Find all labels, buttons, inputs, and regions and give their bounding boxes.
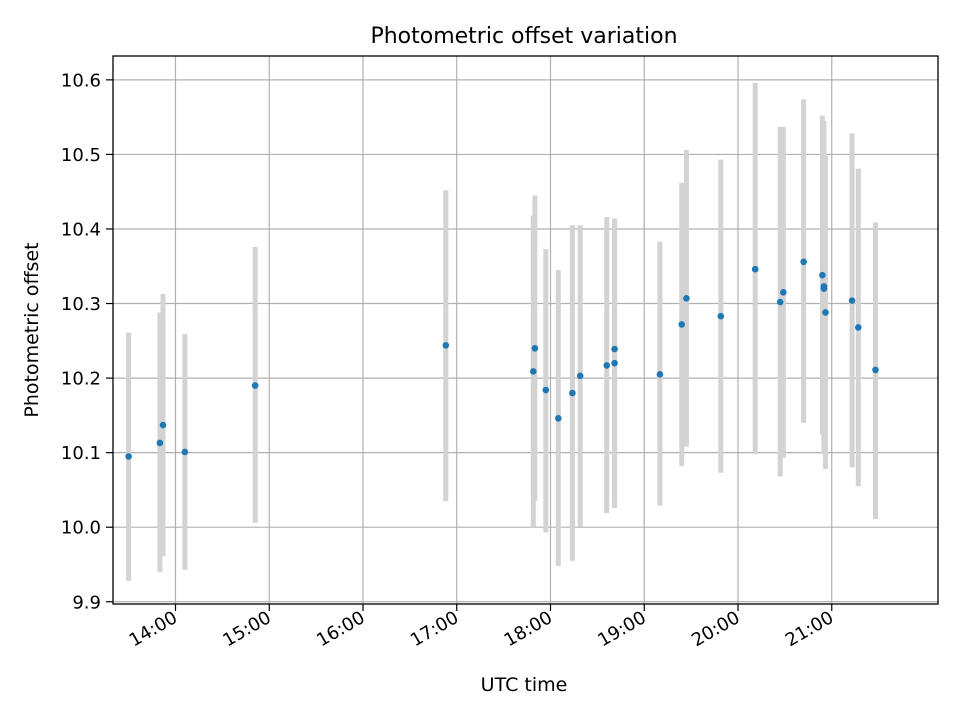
x-tick-label: 15:00	[219, 607, 274, 651]
data-point	[780, 289, 787, 296]
data-point	[819, 271, 826, 279]
y-tick-label: 10.4	[61, 219, 101, 240]
data-point	[251, 382, 259, 389]
errorbar-layer	[126, 82, 878, 581]
data-point	[678, 321, 686, 328]
data-point	[530, 368, 537, 375]
x-tick-layer: 14:00 15:00 16:00 17:00 18:00 19:00 20:00 21:00	[126, 604, 837, 651]
plot-frame	[112, 55, 939, 605]
data-point	[751, 265, 759, 273]
data-point	[822, 309, 829, 316]
data-point	[800, 258, 807, 266]
data-point	[569, 389, 576, 397]
y-tick-label: 10.2	[61, 369, 101, 390]
data-point	[181, 448, 189, 456]
y-tick-label: 10.6	[61, 70, 101, 91]
data-point	[656, 371, 664, 378]
x-tick-label: 16:00	[313, 607, 368, 651]
data-point	[776, 298, 784, 306]
data-point	[848, 297, 856, 304]
x-tick-label: 19:00	[594, 607, 649, 651]
y-tick-layer: 9.9 10.0 10.1 10.2 10.3 10.4 10.5 10.6	[61, 70, 113, 613]
data-point	[159, 421, 167, 429]
y-tick-label: 10.3	[61, 294, 101, 315]
data-point	[555, 415, 562, 422]
data-point	[156, 439, 164, 447]
point-layer	[125, 258, 879, 460]
data-point	[442, 341, 450, 349]
data-point	[542, 386, 550, 394]
chart-title: Photometric offset variation	[370, 24, 677, 49]
x-tick-label: 21:00	[782, 607, 837, 651]
data-point	[576, 372, 584, 380]
x-tick-label: 20:00	[688, 607, 743, 651]
x-tick-label: 18:00	[501, 607, 556, 651]
y-tick-label: 10.1	[61, 443, 101, 464]
data-point	[717, 312, 725, 320]
y-tick-label: 9.9	[72, 592, 101, 613]
y-tick-label: 10.0	[61, 518, 101, 539]
data-point	[820, 283, 828, 290]
grid-layer	[113, 56, 938, 604]
data-point	[125, 453, 132, 460]
data-point	[531, 344, 539, 352]
data-point	[872, 366, 879, 374]
y-tick-label: 10.5	[61, 145, 101, 166]
data-point	[603, 362, 611, 369]
data-point	[611, 345, 618, 353]
data-point	[611, 359, 618, 367]
y-axis-label: Photometric offset	[21, 242, 43, 417]
x-axis-label: UTC time	[481, 674, 568, 696]
data-point	[855, 324, 862, 331]
data-point	[683, 295, 690, 302]
x-tick-label: 14:00	[126, 607, 181, 651]
x-tick-label: 17:00	[407, 607, 462, 651]
